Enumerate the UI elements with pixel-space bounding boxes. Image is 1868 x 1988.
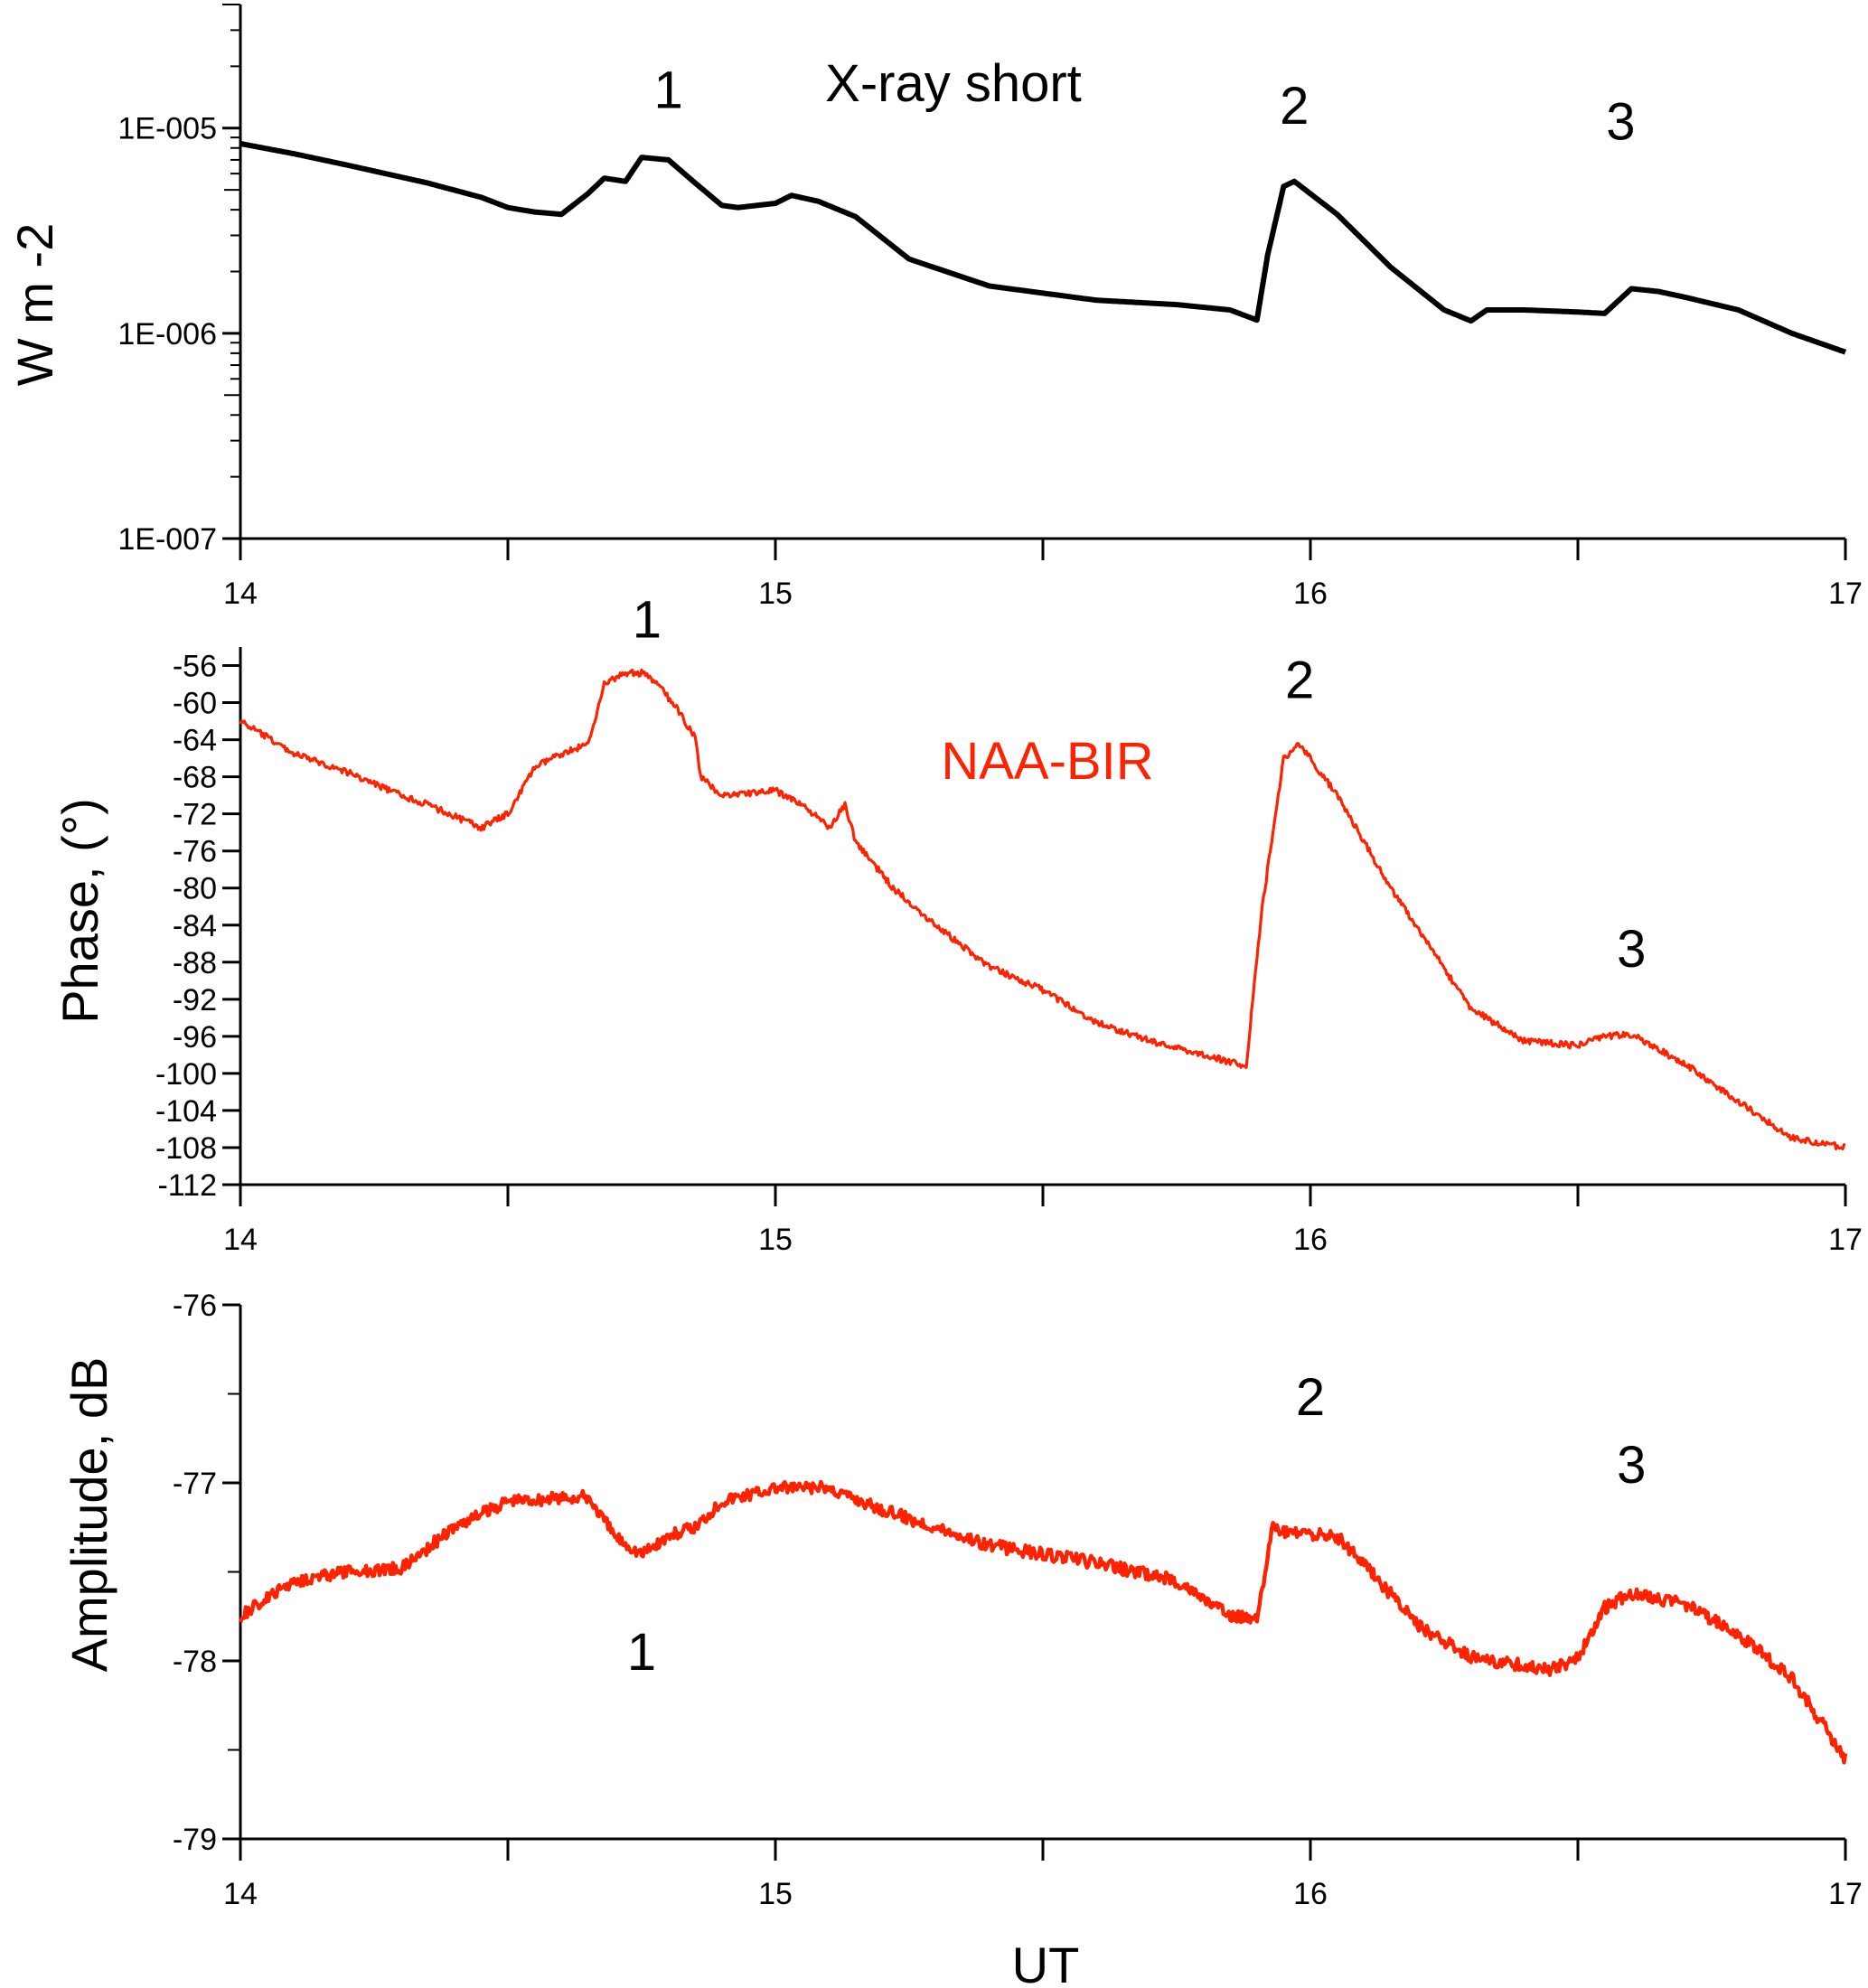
- xray-y-axis-title: W m -2: [6, 223, 63, 386]
- phase-y-tick-label: -64: [173, 724, 217, 758]
- phase-y-tick-label: -68: [173, 761, 217, 795]
- amplitude-x-tick-label: 17: [1828, 1877, 1863, 1911]
- phase-event-label-2: 2: [1285, 651, 1314, 709]
- phase-y-tick-label: -100: [155, 1057, 217, 1092]
- phase-y-tick-label: -108: [155, 1131, 217, 1166]
- amplitude-y-tick-label: -78: [173, 1645, 217, 1679]
- xray-y-tick-label: 1E-005: [117, 112, 217, 146]
- amplitude-y-axis-title: Amplitude, dB: [61, 1357, 117, 1673]
- amplitude-series-line: [238, 1479, 1848, 1765]
- phase-y-tick-label: -72: [173, 798, 217, 832]
- xray-series-label: X-ray short: [825, 54, 1082, 113]
- xray-y-tick-label: 1E-006: [117, 317, 217, 352]
- phase-panel: NAA-BIR Phase, (°) 14 15 16 17-56-60-64-68-…: [52, 591, 1863, 1257]
- phase-event-label-3: 3: [1617, 920, 1646, 979]
- xray-x-tick-label: 17: [1828, 577, 1863, 611]
- xray-series-line: [239, 140, 1847, 355]
- xray-event-label-2: 2: [1280, 77, 1309, 136]
- phase-series-label: NAA-BIR: [941, 732, 1153, 791]
- amplitude-x-tick-label: 15: [758, 1877, 793, 1911]
- xray-x-tick-label: 14: [223, 577, 258, 611]
- x-axis-title-ut: UT: [1012, 1936, 1080, 1988]
- phase-x-tick-label: 14: [223, 1223, 258, 1257]
- phase-x-tick-label: 15: [758, 1223, 793, 1257]
- phase-y-tick-label: -76: [173, 835, 217, 869]
- xray-x-tick-label: 15: [758, 577, 793, 611]
- xray-x-tick-label: 16: [1293, 577, 1328, 611]
- phase-y-tick-label: -96: [173, 1020, 217, 1055]
- phase-y-tick-label: -88: [173, 946, 217, 980]
- amplitude-x-tick-label: 16: [1293, 1877, 1328, 1911]
- xray-event-label-3: 3: [1606, 92, 1635, 151]
- amplitude-y-tick-label: -76: [173, 1289, 217, 1323]
- phase-y-tick-label: -112: [157, 1168, 217, 1203]
- phase-y-tick-label: -104: [155, 1094, 217, 1129]
- phase-event-label-1: 1: [633, 591, 662, 650]
- xray-y-tick-label: 1E-007: [117, 522, 217, 557]
- amplitude-y-tick-label: -77: [173, 1467, 217, 1501]
- amplitude-panel: Amplitude, dB UT 14 15 16 17 -76 -77 -78 -79 1 2 3: [61, 1289, 1863, 1988]
- xray-panel: X-ray short W m -2 14 15 16 17 1E-007 1E-006 1…: [6, 4, 1863, 611]
- phase-y-tick-label: -56: [173, 650, 217, 684]
- amplitude-x-tick-label: 14: [223, 1877, 258, 1911]
- phase-x-tick-label: 16: [1293, 1223, 1328, 1257]
- phase-y-tick-label: -80: [173, 872, 217, 906]
- xray-event-label-1: 1: [653, 61, 682, 120]
- phase-x-tick-label: 17: [1828, 1223, 1863, 1257]
- phase-y-axis-title: Phase, (°): [52, 798, 108, 1024]
- amplitude-event-label-2: 2: [1296, 1368, 1325, 1427]
- amplitude-y-tick-label: -79: [173, 1823, 217, 1857]
- amplitude-event-label-1: 1: [627, 1623, 656, 1682]
- phase-y-tick-label: -60: [173, 687, 217, 721]
- amplitude-event-label-3: 3: [1617, 1436, 1646, 1495]
- phase-series-line: [239, 668, 1846, 1151]
- phase-y-tick-label: -92: [173, 983, 217, 1017]
- phase-y-tick-label: -84: [173, 909, 217, 943]
